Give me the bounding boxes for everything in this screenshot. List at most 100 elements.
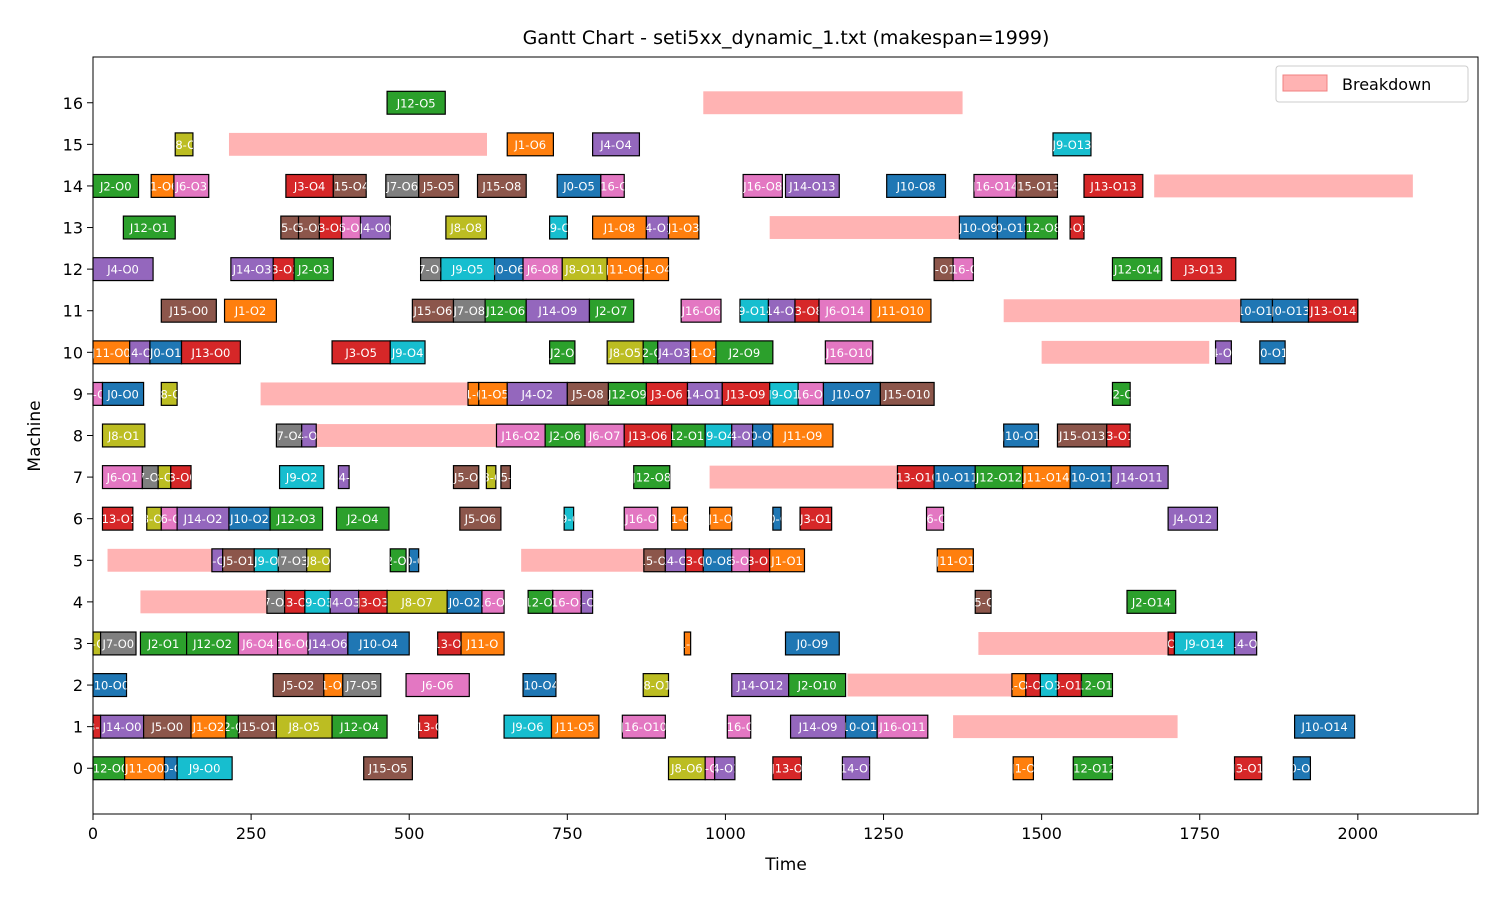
operation-bar: J0-O13: [1270, 298, 1310, 323]
operation-bar: J14-O2: [176, 506, 230, 531]
operation-rect: [1080, 673, 1114, 698]
operation-label: J13-O12: [1009, 679, 1056, 693]
operation-label: J14-O9: [798, 720, 838, 734]
operation-bar: J8-O1: [101, 423, 146, 448]
operation-label: J13-O7: [674, 554, 714, 568]
operation-bar: J6-O7: [584, 423, 625, 448]
operation-rect: [879, 381, 935, 406]
operation-bar: J12-O9: [607, 381, 647, 406]
operation-label: J13-O13: [1089, 179, 1136, 193]
operation-bar: J4-O5: [301, 423, 317, 448]
operation-bar: J8-O11: [561, 257, 608, 282]
operation-label: J12-O12: [1069, 762, 1116, 776]
operation-rect: [772, 506, 782, 531]
x-tick-label: 1750: [1179, 824, 1220, 843]
operation-bar: J16-O11: [876, 714, 929, 739]
operation-bar: J4-O4: [580, 589, 594, 614]
operation-bar: J4-O3: [657, 340, 692, 365]
operation-label: J1-O5: [476, 387, 509, 401]
operation-label: J7-O8: [453, 304, 486, 318]
operation-bar: J8-O8: [445, 215, 487, 240]
operation-label: J1-O: [674, 637, 699, 651]
operation-label: J12-O1: [1101, 387, 1141, 401]
operation-bar: J5-O1: [222, 548, 255, 573]
operation-label: J0-O13: [1270, 304, 1310, 318]
operation-rect: [769, 548, 806, 573]
x-tick-label: 2000: [1337, 824, 1378, 843]
operation-label: J13-O0: [76, 720, 116, 734]
operation-label: J4-O1: [641, 221, 674, 235]
y-tick-label: 3: [73, 634, 83, 653]
operation-label: J0-O0: [106, 387, 139, 401]
operation-bar: J16-O10: [620, 714, 667, 739]
operation-bar: J9-O1: [769, 381, 799, 406]
operation-bar: J10-O10: [844, 714, 878, 739]
operation-label: J4-O1: [200, 554, 233, 568]
operation-label: J0-O1: [149, 346, 182, 360]
operation-label: J0-O: [401, 554, 426, 568]
operation-label: J1-O8: [603, 221, 636, 235]
operation-label: J12-O1: [129, 221, 169, 235]
operation-rect: [347, 631, 410, 656]
operation-bar: J9-O13: [1052, 132, 1092, 157]
operation-label: J11-O9: [782, 429, 822, 443]
operation-label: J3-O10: [1057, 221, 1097, 235]
operation-label: J16-O12: [686, 762, 733, 776]
breakdown-bar: [709, 465, 898, 489]
operation-label: J12-O2: [192, 637, 232, 651]
y-tick-label: 15: [63, 135, 83, 154]
operation-rect: [742, 173, 783, 198]
operation-bar: J16-O1: [473, 589, 513, 614]
operation-label: J8-O5: [608, 346, 641, 360]
operation-bar: J12-O2: [225, 714, 240, 739]
operation-bar: J4-O1: [641, 215, 674, 240]
operation-rect: [476, 173, 527, 198]
operation-rect: [1072, 756, 1114, 781]
operation-rect: [386, 90, 446, 115]
operation-label: J8-O5: [287, 720, 320, 734]
operation-rect: [549, 340, 576, 365]
operation-bar: J7-O5: [342, 673, 382, 698]
operation-label: J9-O13: [1052, 138, 1092, 152]
operation-bar: J3-O1: [799, 506, 833, 531]
operation-rect: [405, 673, 470, 698]
operation-label: J15-O4: [329, 179, 369, 193]
operation-bar: J0-O: [401, 548, 426, 573]
operation-bar: J2-O9: [715, 340, 774, 365]
operation-label: J4-O0: [359, 221, 392, 235]
y-tick-label: 0: [73, 759, 83, 778]
operation-bar: J11-O: [460, 631, 505, 656]
operation-label: J0-O1: [1256, 346, 1289, 360]
operation-rect: [522, 673, 557, 698]
operation-label: J16-O10: [620, 720, 667, 734]
operation-bar: J12-O5: [386, 90, 446, 115]
operation-label: J16-O1: [473, 595, 513, 609]
breakdown-bar: [521, 548, 644, 572]
operation-bar: J4-O1: [1214, 340, 1232, 365]
operation-rect: [876, 714, 929, 739]
operation-label: J16-O2: [500, 429, 540, 443]
operation-label: J10-O0: [89, 679, 129, 693]
operation-bar: J12-O3: [642, 340, 659, 365]
operation-label: J14-O: [327, 471, 360, 485]
operation-label: J13-O0: [191, 346, 231, 360]
y-tick-label: 1: [73, 718, 83, 737]
operation-label: J14-O11: [681, 387, 728, 401]
operation-label: J5-O0: [292, 221, 325, 235]
operation-label: J8-O1: [639, 679, 672, 693]
operation-rect: [459, 506, 502, 531]
operation-bar: J12-O11: [671, 423, 706, 448]
operation-bar: J12-O1: [1101, 381, 1141, 406]
operation-rect: [600, 173, 625, 198]
operation-label: J14-O12: [701, 762, 748, 776]
operation-bar: J10-O7: [822, 381, 881, 406]
operation-label: J8-O11: [564, 263, 604, 277]
operation-bar: J11-O1: [936, 548, 974, 573]
operation-rect: [418, 714, 439, 739]
operation-rect: [667, 215, 700, 240]
operation-bar: J7-O0: [99, 631, 137, 656]
operation-bar: J14-O3: [230, 257, 274, 282]
operation-bar: J7-O3: [277, 548, 308, 573]
operation-bar: J12-O2: [185, 631, 240, 656]
